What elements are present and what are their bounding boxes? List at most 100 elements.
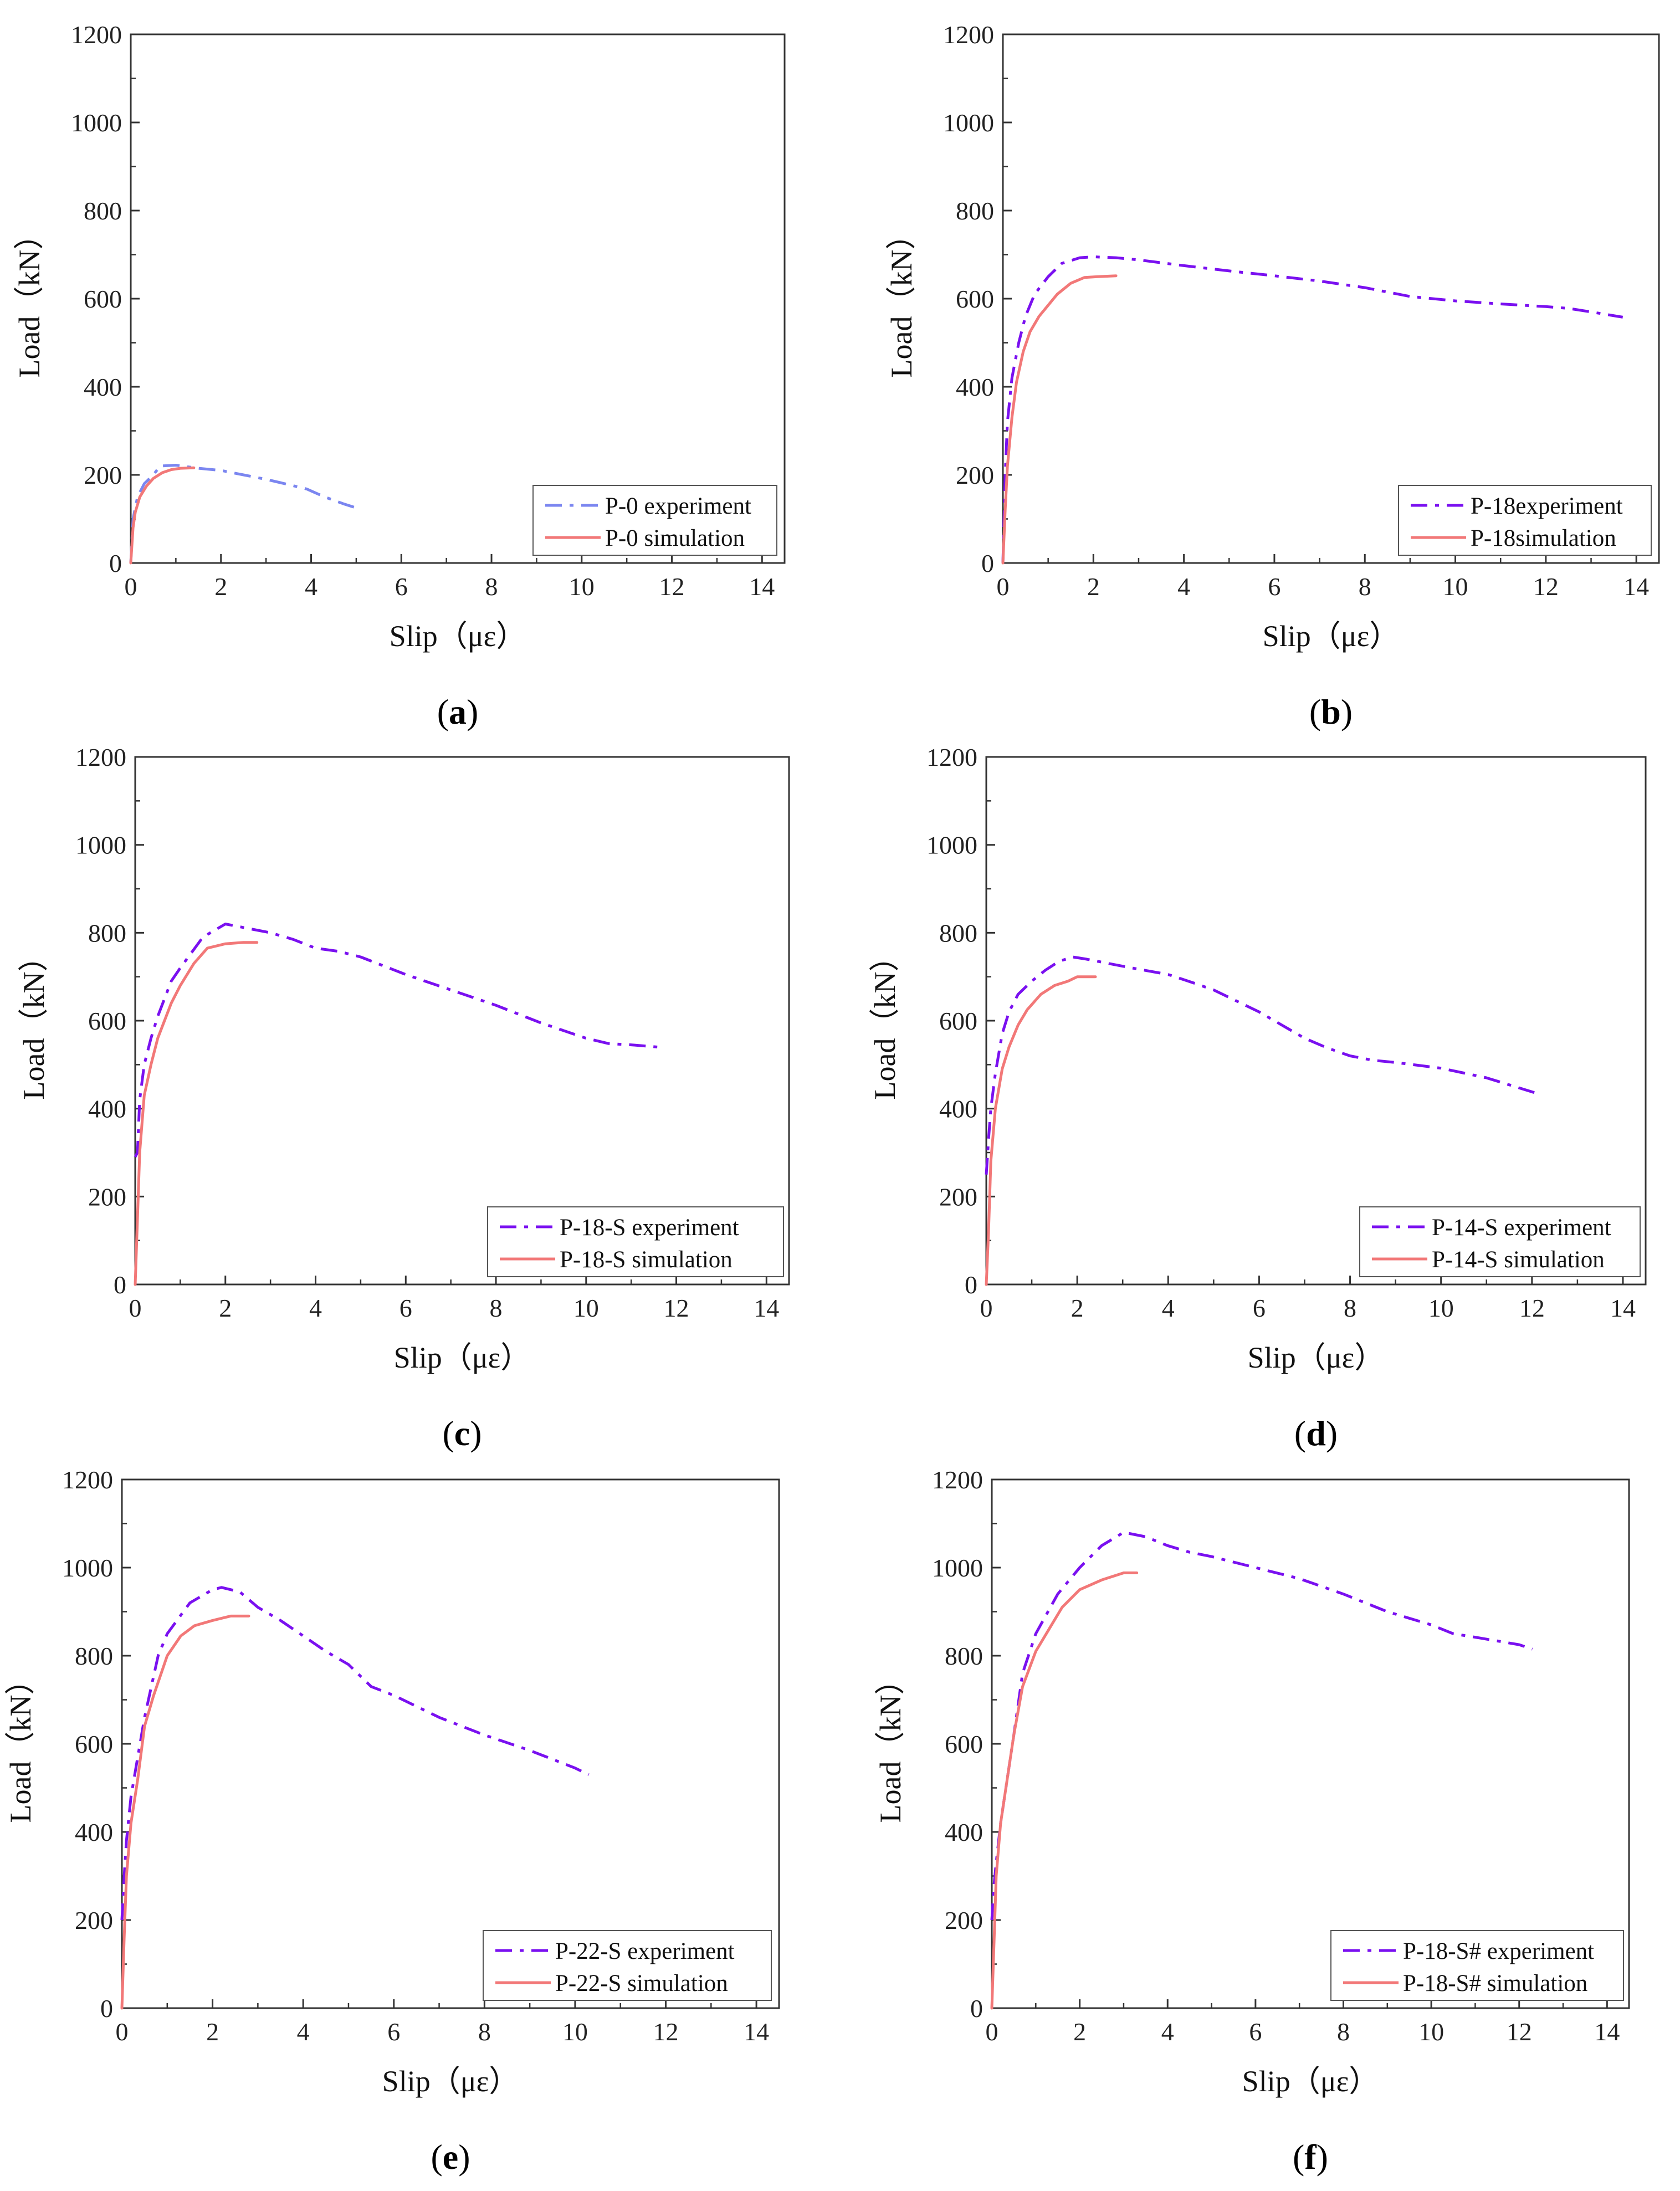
y-tick-label: 400 (88, 1095, 126, 1123)
x-tick-label: 4 (305, 572, 317, 601)
legend-label: P-14-S simulation (1432, 1247, 1605, 1273)
x-tick-label: 12 (1507, 2018, 1532, 2046)
legend: P-18experiment P-18simulation (1398, 485, 1652, 556)
y-tick-label: 800 (956, 197, 994, 225)
x-tick-label: 0 (116, 2018, 129, 2046)
x-tick-label: 8 (485, 572, 498, 601)
legend: P-18-S experiment P-18-S simulation (487, 1206, 784, 1277)
panel-label: (d) (1294, 1414, 1338, 1453)
plot-frame (985, 756, 1647, 1286)
legend-label: P-18-S# experiment (1403, 1938, 1594, 1964)
plot-frame (121, 1478, 780, 2009)
y-tick-label: 400 (84, 373, 122, 401)
panel-label: (c) (442, 1414, 482, 1453)
x-axis-title: Slip（με） (382, 2065, 519, 2098)
legend-label: P-18-S experiment (560, 1215, 739, 1241)
y-tick-label: 600 (939, 1007, 977, 1035)
y-tick-label: 400 (939, 1095, 977, 1123)
x-tick-label: 6 (387, 2018, 400, 2046)
chart-panel-b: 0 2 4 6 8 10 12 14 0 200 400 600 800 1000 1200 Slip（με）… (885, 21, 1660, 731)
x-tick-label: 6 (399, 1294, 412, 1322)
x-tick-label: 2 (219, 1294, 232, 1322)
y-tick-label: 0 (970, 1994, 983, 2023)
x-tick-label: 2 (1073, 2018, 1086, 2046)
legend-box (1359, 1206, 1641, 1277)
legend: P-14-S experiment P-14-S simulation (1359, 1206, 1641, 1277)
x-tick-label: 12 (1533, 572, 1559, 601)
y-tick-label: 0 (109, 549, 122, 577)
y-tick-label: 200 (939, 1182, 977, 1211)
x-tick-label: 10 (1428, 1294, 1454, 1322)
legend-label: P-18experiment (1471, 493, 1623, 519)
y-tick-label: 200 (88, 1182, 126, 1211)
y-axis-title: Load（kN） (868, 942, 902, 1100)
plot-frame (1002, 33, 1660, 564)
series-line-experiment (990, 1530, 1533, 1921)
x-axis-title: Slip（με） (390, 620, 526, 653)
legend-label: P-18-S# simulation (1403, 1970, 1587, 1997)
y-tick-label: 0 (100, 1994, 113, 2023)
y-tick-label: 800 (945, 1642, 983, 1670)
y-tick-label: 600 (84, 285, 122, 313)
plot-frame (130, 33, 786, 564)
x-axis-title: Slip（με） (1242, 2065, 1379, 2098)
x-tick-label: 2 (206, 2018, 219, 2046)
x-tick-label: 0 (997, 572, 1010, 601)
legend: P-18-S# experiment P-18-S# simulation (1330, 1930, 1624, 2001)
x-tick-label: 4 (297, 2018, 310, 2046)
x-tick-label: 12 (1519, 1294, 1545, 1322)
x-axis-title: Slip（με） (394, 1341, 531, 1374)
y-tick-label: 1000 (943, 109, 994, 137)
chart-panel-a: 0 2 4 6 8 10 12 14 0 200 400 600 800 1000 1200 Slip（με）… (13, 21, 786, 731)
legend-box (483, 1930, 772, 2001)
legend-box (532, 485, 777, 556)
y-tick-label: 1200 (943, 21, 994, 49)
x-tick-label: 14 (1623, 572, 1649, 601)
y-tick-label: 200 (75, 1906, 113, 1934)
x-tick-label: 10 (1443, 572, 1468, 601)
x-tick-label: 12 (659, 572, 685, 601)
panel-label: (f) (1293, 2137, 1328, 2177)
legend: P-0 experiment P-0 simulation (532, 485, 777, 556)
x-tick-label: 12 (664, 1294, 689, 1322)
y-axis-title: Load（kN） (13, 220, 46, 378)
x-tick-label: 0 (129, 1294, 142, 1322)
legend-box (1398, 485, 1652, 556)
legend-label: P-18simulation (1471, 525, 1616, 551)
y-tick-label: 200 (945, 1906, 983, 1934)
series-line-experiment (134, 923, 659, 1158)
x-tick-label: 4 (309, 1294, 322, 1322)
x-tick-label: 2 (1071, 1294, 1084, 1322)
y-tick-label: 1000 (71, 109, 122, 137)
panel-letter: e (443, 2137, 458, 2177)
x-tick-label: 4 (1162, 1294, 1175, 1322)
x-tick-label: 10 (573, 1294, 599, 1322)
y-tick-label: 400 (945, 1818, 983, 1846)
y-tick-label: 400 (75, 1818, 113, 1846)
x-tick-label: 8 (1344, 1294, 1356, 1322)
y-tick-label: 800 (75, 1642, 113, 1670)
y-tick-label: 1000 (926, 831, 977, 859)
x-tick-label: 2 (214, 572, 227, 601)
y-tick-label: 600 (75, 1730, 113, 1758)
panel-letter: a (449, 692, 467, 731)
x-axis-title: Slip（με） (1248, 1341, 1385, 1374)
y-tick-label: 0 (981, 549, 994, 577)
series-line-simulation (120, 1614, 250, 2010)
y-tick-label: 800 (88, 919, 126, 947)
series-line-experiment (120, 1586, 590, 1921)
x-tick-label: 14 (754, 1294, 779, 1322)
y-tick-label: 1000 (62, 1554, 113, 1582)
x-tick-label: 8 (478, 2018, 491, 2046)
x-tick-label: 12 (653, 2018, 679, 2046)
legend-label: P-22-S experiment (555, 1938, 735, 1964)
y-tick-label: 800 (84, 197, 122, 225)
x-tick-label: 6 (1268, 572, 1281, 601)
y-tick-label: 200 (956, 461, 994, 489)
legend-label: P-0 simulation (605, 525, 745, 551)
chart-panel-e: 0 2 4 6 8 10 12 14 0 200 400 600 800 1000 1200 Slip（με）… (4, 1466, 780, 2177)
series-line-simulation (985, 975, 1097, 1286)
chart-panel-d: 0 2 4 6 8 10 12 14 0 200 400 600 800 1000 1200 Slip（με）… (868, 743, 1647, 1453)
x-tick-label: 8 (1359, 572, 1371, 601)
